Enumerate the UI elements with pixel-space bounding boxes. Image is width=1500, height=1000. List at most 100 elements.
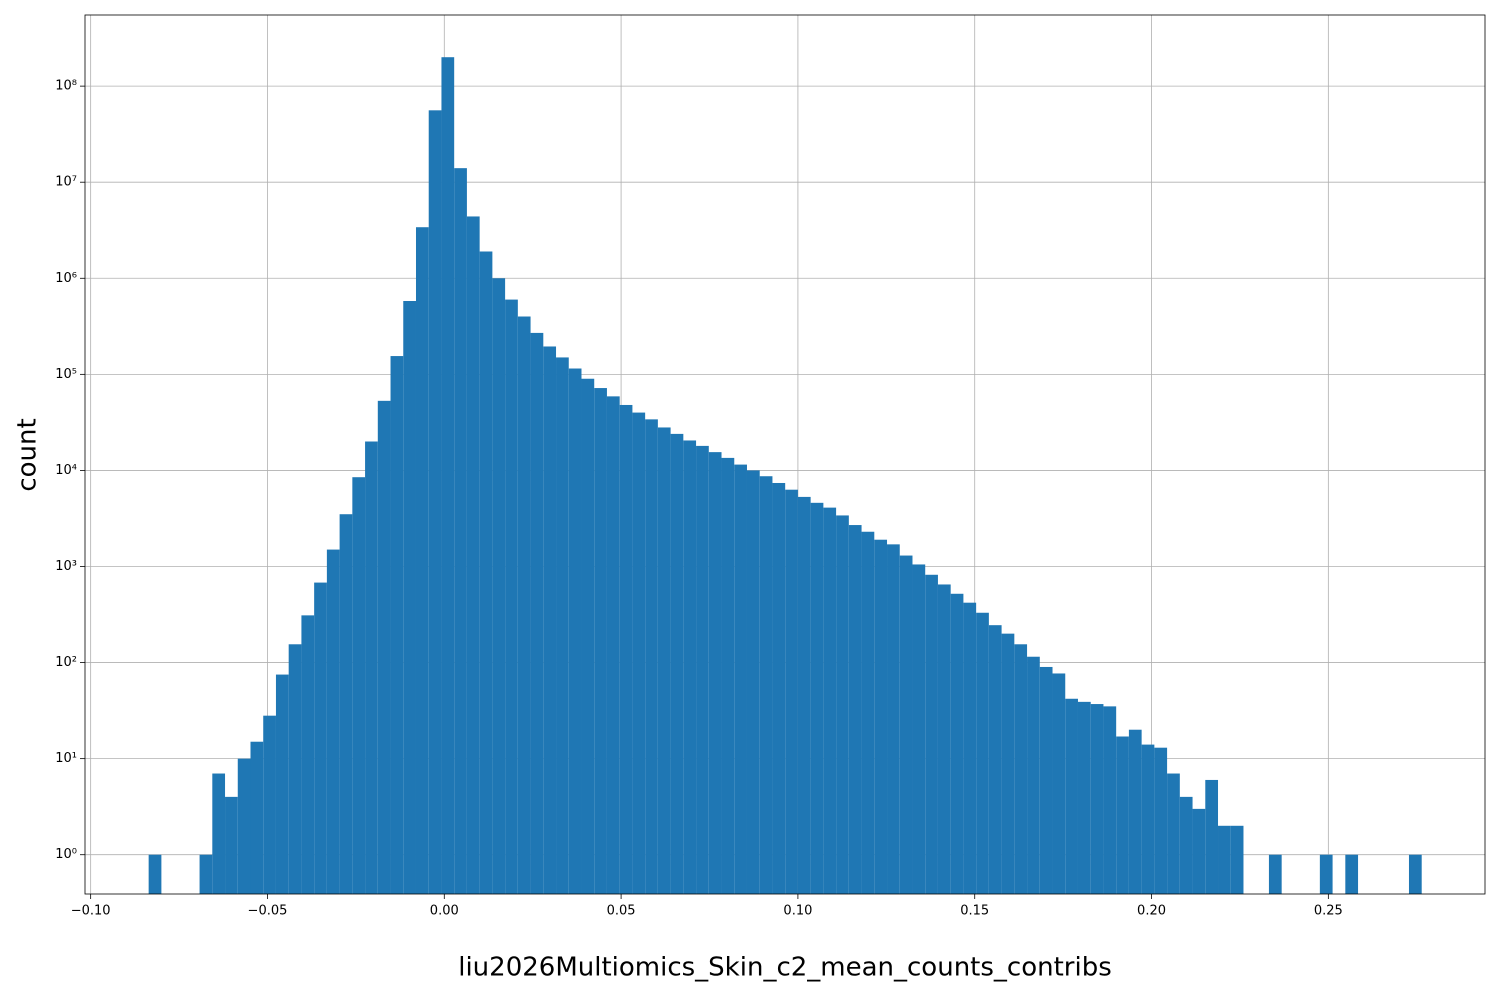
bar: [1039, 666, 1053, 894]
bar: [1128, 729, 1142, 894]
bar: [925, 574, 938, 894]
bar: [428, 110, 442, 894]
bar: [746, 470, 760, 894]
bar: [645, 419, 658, 894]
bar: [517, 316, 531, 894]
bar: [1014, 644, 1028, 894]
bar: [237, 758, 251, 894]
bar: [1116, 736, 1129, 894]
bar: [390, 356, 404, 895]
bar: [212, 773, 226, 894]
bar: [441, 57, 455, 894]
bar: [199, 854, 213, 894]
bar: [1154, 747, 1168, 894]
bar: [1052, 673, 1066, 894]
bar: [988, 625, 1002, 894]
bar: [785, 489, 798, 894]
bar: [1230, 825, 1244, 894]
x-tick-label: −0.05: [248, 904, 288, 919]
x-axis-label: liu2026Multiomics_Skin_c2_mean_counts_co…: [458, 953, 1112, 983]
bar: [632, 412, 646, 894]
bar: [861, 531, 875, 894]
y-tick-label: 10³: [55, 559, 77, 574]
bar: [721, 457, 735, 894]
y-tick-label: 10²: [55, 655, 77, 670]
bar: [1065, 698, 1078, 894]
x-tick-label: 0.20: [1137, 904, 1166, 919]
bar: [1192, 808, 1206, 894]
bar: [1077, 701, 1091, 894]
bar: [530, 332, 544, 894]
bar: [543, 346, 557, 895]
bar: [377, 400, 391, 894]
bar: [670, 433, 684, 894]
bar: [963, 602, 977, 894]
bar: [275, 674, 289, 894]
bar: [454, 168, 467, 894]
bar: [263, 715, 276, 894]
bars: [148, 57, 1422, 895]
bar: [976, 612, 989, 894]
bar: [1319, 854, 1333, 894]
bar: [887, 544, 900, 894]
x-tick-label: −0.10: [71, 904, 111, 919]
bar: [708, 452, 722, 894]
bar: [899, 555, 913, 894]
bar: [797, 496, 811, 894]
y-tick-label: 10⁸: [55, 79, 77, 94]
y-tick-label: 10⁷: [55, 175, 77, 190]
bar: [657, 427, 671, 894]
bar: [734, 464, 747, 894]
bar: [1205, 779, 1219, 894]
y-tick-label: 10⁴: [55, 463, 77, 478]
bar: [1167, 773, 1180, 894]
bar: [848, 525, 862, 894]
bar: [492, 278, 506, 894]
bar: [836, 515, 849, 894]
bar: [352, 477, 366, 894]
bar: [619, 404, 633, 894]
bar: [556, 357, 569, 894]
y-axis-label: count: [13, 418, 43, 491]
bar: [288, 644, 302, 894]
bar: [1141, 744, 1155, 894]
bar: [1268, 854, 1282, 894]
y-tick-label: 10⁶: [55, 271, 77, 286]
bar: [314, 582, 327, 894]
bar: [301, 615, 315, 894]
bar: [403, 301, 416, 894]
bar: [912, 564, 926, 894]
bar: [1027, 656, 1040, 894]
x-tick-label: 0.25: [1314, 904, 1343, 919]
bar: [772, 482, 786, 894]
x-tick-label: 0.00: [430, 904, 459, 919]
bar: [339, 514, 353, 894]
x-tick-label: 0.10: [783, 904, 812, 919]
bar: [810, 502, 824, 894]
bar: [606, 396, 620, 894]
bar: [148, 854, 162, 894]
bar: [950, 593, 964, 894]
bar: [874, 539, 888, 894]
bar: [1408, 854, 1422, 894]
bar: [415, 227, 429, 894]
bar: [505, 299, 518, 894]
axes: −0.10 −0.05 0.00 0.05 0.10 0.15 0.20 0.25 10⁰ 10¹…: [55, 14, 1486, 919]
bar: [1345, 854, 1359, 894]
y-tick-label: 10⁰: [55, 847, 77, 862]
bar: [250, 741, 264, 894]
bar: [225, 796, 238, 894]
bar: [759, 476, 773, 894]
bar: [1090, 704, 1104, 894]
y-tick-label: 10¹: [55, 751, 77, 766]
y-tick-label: 10⁵: [55, 367, 77, 382]
bar: [479, 251, 493, 895]
bar: [937, 584, 951, 894]
bar: [1001, 633, 1015, 894]
x-tick-label: 0.15: [960, 904, 989, 919]
bar: [1218, 825, 1231, 894]
bar: [683, 440, 697, 894]
bar: [1103, 706, 1117, 894]
bar: [823, 507, 837, 894]
